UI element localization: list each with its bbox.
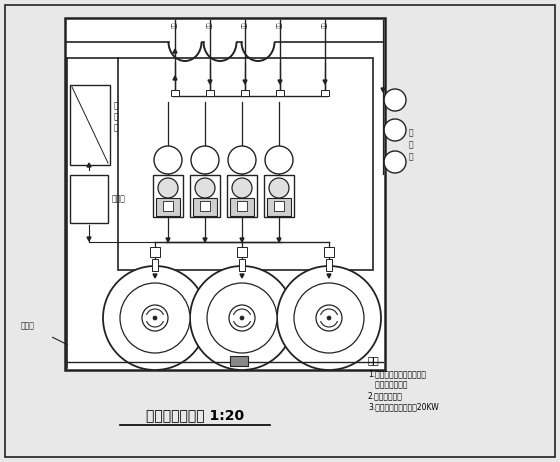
Text: 控
制
柜: 控 制 柜 <box>114 101 119 133</box>
Text: 给水: 给水 <box>277 22 283 29</box>
Text: 集水井: 集水井 <box>21 322 35 330</box>
Bar <box>227 175 257 217</box>
Text: 1.机房给水管预留孔高度与: 1.机房给水管预留孔高度与 <box>368 369 426 378</box>
Text: 3.考虑足够电源设备的20KW: 3.考虑足够电源设备的20KW <box>368 402 438 411</box>
Polygon shape <box>278 80 282 84</box>
Text: 机房平面布置图 1:20: 机房平面布置图 1:20 <box>146 408 244 422</box>
Polygon shape <box>173 49 177 53</box>
Circle shape <box>190 266 294 370</box>
Polygon shape <box>240 238 244 242</box>
Bar <box>267 198 291 216</box>
Bar <box>190 175 220 217</box>
Bar <box>193 198 217 216</box>
Polygon shape <box>166 238 170 242</box>
Bar <box>237 201 247 211</box>
Text: 回水: 回水 <box>207 22 213 29</box>
Circle shape <box>229 305 255 331</box>
Circle shape <box>316 305 342 331</box>
Circle shape <box>207 283 277 353</box>
Polygon shape <box>327 274 331 278</box>
Bar <box>324 247 334 257</box>
Text: 注：: 注： <box>368 355 380 365</box>
Polygon shape <box>240 274 244 278</box>
Polygon shape <box>203 238 207 242</box>
Text: 给水: 给水 <box>172 22 178 29</box>
Bar <box>200 201 210 211</box>
Circle shape <box>384 151 406 173</box>
Bar <box>70 175 108 223</box>
Polygon shape <box>277 238 281 242</box>
Polygon shape <box>243 80 247 84</box>
Circle shape <box>120 283 190 353</box>
Text: 补水: 补水 <box>322 22 328 29</box>
Text: 2.考虑机房通风: 2.考虑机房通风 <box>368 391 403 400</box>
Polygon shape <box>208 80 212 84</box>
Circle shape <box>191 146 219 174</box>
Bar <box>239 259 245 271</box>
Circle shape <box>294 283 364 353</box>
Circle shape <box>277 266 381 370</box>
Circle shape <box>384 119 406 141</box>
Bar <box>230 198 254 216</box>
Bar <box>321 90 329 96</box>
Circle shape <box>103 266 207 370</box>
Bar <box>70 85 110 165</box>
Circle shape <box>153 316 157 320</box>
Circle shape <box>228 146 256 174</box>
Polygon shape <box>323 80 327 84</box>
Bar <box>230 356 248 366</box>
Bar <box>241 90 249 96</box>
Polygon shape <box>173 76 177 80</box>
Text: 回水: 回水 <box>242 22 248 29</box>
Bar <box>276 90 284 96</box>
Text: 筑龙网: 筑龙网 <box>193 187 318 254</box>
Bar <box>237 247 247 257</box>
Circle shape <box>327 316 331 320</box>
Circle shape <box>240 316 244 320</box>
Bar <box>274 201 284 211</box>
Circle shape <box>142 305 168 331</box>
Bar <box>152 259 158 271</box>
Polygon shape <box>87 163 91 167</box>
Circle shape <box>265 146 293 174</box>
Bar <box>264 175 294 217</box>
Bar <box>65 18 385 370</box>
Bar <box>150 247 160 257</box>
Bar <box>153 175 183 217</box>
Text: 补水箱: 补水箱 <box>112 195 126 203</box>
Circle shape <box>158 178 178 198</box>
Bar <box>163 201 173 211</box>
Text: 投
药
器: 投 药 器 <box>409 129 414 161</box>
Circle shape <box>269 178 289 198</box>
Bar <box>118 58 373 270</box>
Circle shape <box>232 178 252 198</box>
Circle shape <box>154 146 182 174</box>
Circle shape <box>384 89 406 111</box>
Bar <box>326 259 332 271</box>
Circle shape <box>195 178 215 198</box>
Text: ZHULONG.COM: ZHULONG.COM <box>172 250 337 269</box>
Polygon shape <box>87 237 91 241</box>
Text: 池身给水管一致: 池身给水管一致 <box>368 380 408 389</box>
Bar <box>171 90 179 96</box>
Bar <box>206 90 214 96</box>
Bar <box>156 198 180 216</box>
Polygon shape <box>381 88 385 92</box>
Polygon shape <box>153 274 157 278</box>
